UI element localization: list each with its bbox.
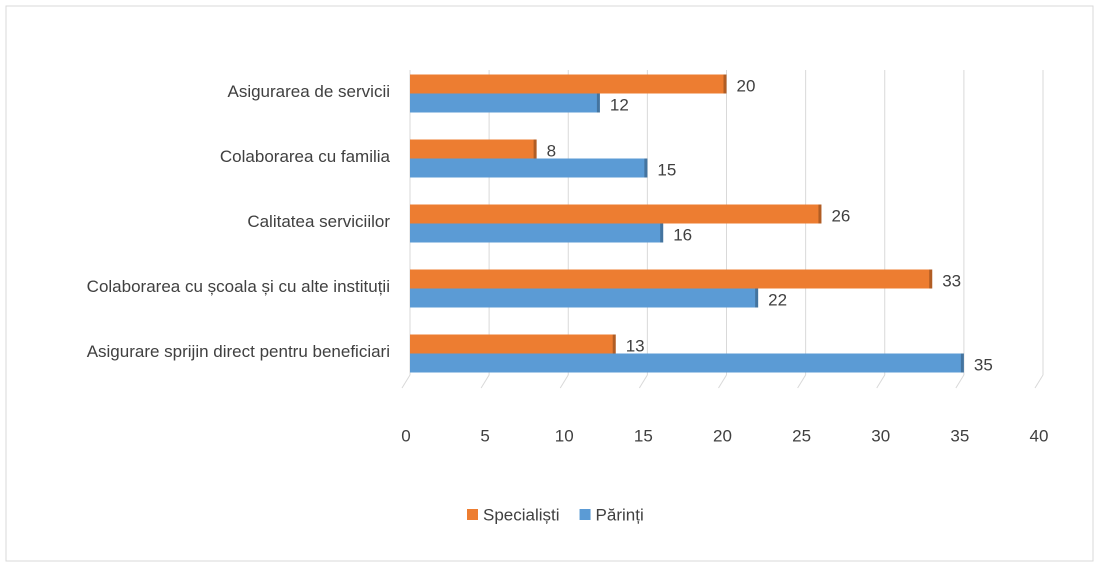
grid-line	[559, 374, 569, 389]
x-tick-label: 30	[871, 426, 890, 445]
data-label: 13	[626, 336, 645, 355]
bar-edge	[660, 223, 664, 243]
x-tick-label: 20	[713, 426, 732, 445]
grid-line	[797, 374, 807, 389]
bar-edge	[960, 353, 964, 373]
data-label: 33	[942, 271, 961, 290]
bar	[410, 223, 664, 243]
data-label: 16	[673, 225, 692, 244]
bar	[410, 269, 933, 289]
grid-line	[876, 374, 886, 389]
bar-edge	[723, 74, 727, 94]
x-tick-label: 35	[950, 426, 969, 445]
bar-edge	[644, 158, 648, 178]
data-label: 15	[657, 160, 676, 179]
bar	[410, 204, 822, 224]
data-label: 12	[610, 95, 629, 114]
x-tick-label: 0	[401, 426, 410, 445]
bar-edge	[596, 93, 600, 113]
data-label: 35	[974, 355, 993, 374]
bar	[410, 158, 648, 178]
grid-line	[955, 374, 965, 389]
grid-line	[401, 374, 411, 389]
y-tick-label: Calitatea serviciilor	[247, 212, 390, 231]
x-tick-label: 5	[480, 426, 489, 445]
bar-edge	[533, 139, 537, 159]
bar	[410, 139, 537, 159]
bar-edge	[612, 334, 616, 354]
x-tick-label: 10	[555, 426, 574, 445]
x-tick-label: 40	[1030, 426, 1049, 445]
y-tick-label: Colaborarea cu școala și cu alte institu…	[87, 277, 390, 296]
y-tick-label: Asigurarea de servicii	[227, 82, 390, 101]
y-tick-label: Colaborarea cu familia	[220, 147, 391, 166]
grid-line	[480, 374, 490, 389]
data-label: 26	[831, 206, 850, 225]
bar-edge	[818, 204, 822, 224]
bar	[410, 74, 727, 94]
legend-swatch	[579, 509, 591, 520]
legend-swatch	[467, 509, 478, 520]
data-label: 8	[547, 141, 556, 160]
grid-line	[1034, 374, 1044, 389]
legend-label: Părinți	[596, 505, 644, 524]
data-label: 22	[768, 290, 787, 309]
data-label: 20	[737, 76, 756, 95]
bar	[410, 353, 964, 373]
grid-line	[638, 374, 648, 389]
bar	[410, 288, 759, 308]
bar-edge	[929, 269, 933, 289]
bar	[410, 334, 616, 354]
x-tick-label: 25	[792, 426, 811, 445]
y-tick-label: Asigurare sprijin direct pentru benefici…	[87, 342, 390, 361]
bar	[410, 93, 600, 113]
grid-line	[718, 374, 727, 389]
legend-label: Specialiști	[483, 505, 560, 524]
bar-edge	[755, 288, 759, 308]
x-tick-label: 15	[634, 426, 653, 445]
